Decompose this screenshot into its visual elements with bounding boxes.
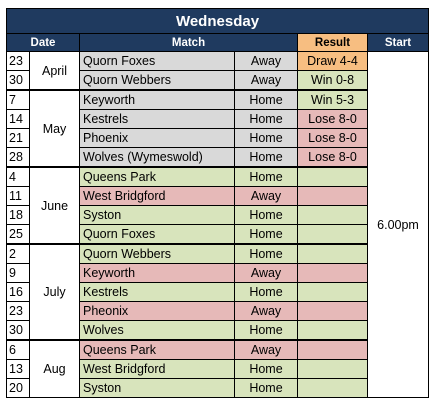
match-header: Match xyxy=(79,33,298,52)
table-title: Wednesday xyxy=(6,8,429,34)
result-cell xyxy=(297,205,368,225)
result-cell xyxy=(297,263,368,283)
opponent-cell: Kestrels xyxy=(79,282,235,302)
day-cell: 16 xyxy=(6,282,30,302)
day-cell: 28 xyxy=(6,147,30,168)
result-cell xyxy=(297,166,368,187)
start-time: 6.00pm xyxy=(367,51,429,398)
result-cell: Draw 4-4 xyxy=(297,51,368,71)
day-cell: 18 xyxy=(6,205,30,225)
opponent-cell: Wolves xyxy=(79,320,235,341)
opponent-cell: Quorn Webbers xyxy=(79,243,235,264)
venue-cell: Home xyxy=(234,205,298,225)
day-cell: 20 xyxy=(6,378,30,398)
venue-cell: Away xyxy=(234,70,298,91)
result-cell: Lose 8-0 xyxy=(297,147,368,168)
day-cell: 4 xyxy=(6,166,30,187)
opponent-cell: Quorn Foxes xyxy=(79,224,235,245)
day-cell: 23 xyxy=(6,301,30,321)
result-cell xyxy=(297,339,368,360)
venue-cell: Home xyxy=(234,282,298,302)
fixtures-table: Wednesday Date Match Result Start 23 Apr… xyxy=(6,8,429,398)
venue-cell: Away xyxy=(234,51,298,71)
venue-cell: Home xyxy=(234,359,298,379)
day-cell: 2 xyxy=(6,243,30,264)
result-cell: Win 0-8 xyxy=(297,70,368,91)
opponent-cell: Keyworth xyxy=(79,263,235,283)
opponent-cell: Kestrels xyxy=(79,109,235,129)
result-cell xyxy=(297,224,368,245)
venue-cell: Home xyxy=(234,109,298,129)
opponent-cell: Keyworth xyxy=(79,89,235,110)
result-cell xyxy=(297,186,368,206)
day-cell: 14 xyxy=(6,109,30,129)
opponent-cell: Queens Park xyxy=(79,339,235,360)
opponent-cell: West Bridgford xyxy=(79,186,235,206)
result-cell xyxy=(297,243,368,264)
month-cell: Aug xyxy=(29,339,80,398)
opponent-cell: West Bridgford xyxy=(79,359,235,379)
opponent-cell: Phoenix xyxy=(79,128,235,148)
venue-cell: Home xyxy=(234,378,298,398)
day-cell: 6 xyxy=(6,339,30,360)
result-cell xyxy=(297,359,368,379)
day-cell: 30 xyxy=(6,320,30,341)
result-cell: Lose 8-0 xyxy=(297,128,368,148)
result-cell xyxy=(297,378,368,398)
opponent-cell: Syston xyxy=(79,205,235,225)
result-header: Result xyxy=(297,33,368,52)
venue-cell: Home xyxy=(234,147,298,168)
venue-cell: Home xyxy=(234,128,298,148)
venue-cell: Home xyxy=(234,320,298,341)
day-cell: 9 xyxy=(6,263,30,283)
opponent-cell: Quorn Foxes xyxy=(79,51,235,71)
result-cell: Win 5-3 xyxy=(297,89,368,110)
result-cell: Lose 8-0 xyxy=(297,109,368,129)
month-cell: May xyxy=(29,89,80,168)
result-cell xyxy=(297,320,368,341)
opponent-cell: Quorn Webbers xyxy=(79,70,235,91)
venue-cell: Away xyxy=(234,263,298,283)
day-cell: 30 xyxy=(6,70,30,91)
venue-cell: Away xyxy=(234,301,298,321)
venue-cell: Home xyxy=(234,166,298,187)
day-cell: 13 xyxy=(6,359,30,379)
start-header: Start xyxy=(367,33,429,52)
day-cell: 23 xyxy=(6,51,30,71)
venue-cell: Home xyxy=(234,224,298,245)
day-cell: 25 xyxy=(6,224,30,245)
result-cell xyxy=(297,301,368,321)
day-cell: 7 xyxy=(6,89,30,110)
opponent-cell: Syston xyxy=(79,378,235,398)
opponent-cell: Wolves (Wymeswold) xyxy=(79,147,235,168)
venue-cell: Home xyxy=(234,243,298,264)
day-cell: 21 xyxy=(6,128,30,148)
day-cell: 11 xyxy=(6,186,30,206)
venue-cell: Away xyxy=(234,339,298,360)
opponent-cell: Queens Park xyxy=(79,166,235,187)
opponent-cell: Pheonix xyxy=(79,301,235,321)
result-cell xyxy=(297,282,368,302)
venue-cell: Home xyxy=(234,89,298,110)
month-cell: June xyxy=(29,166,80,245)
date-header: Date xyxy=(6,33,80,52)
month-cell: July xyxy=(29,243,80,341)
month-cell: April xyxy=(29,51,80,91)
venue-cell: Away xyxy=(234,186,298,206)
